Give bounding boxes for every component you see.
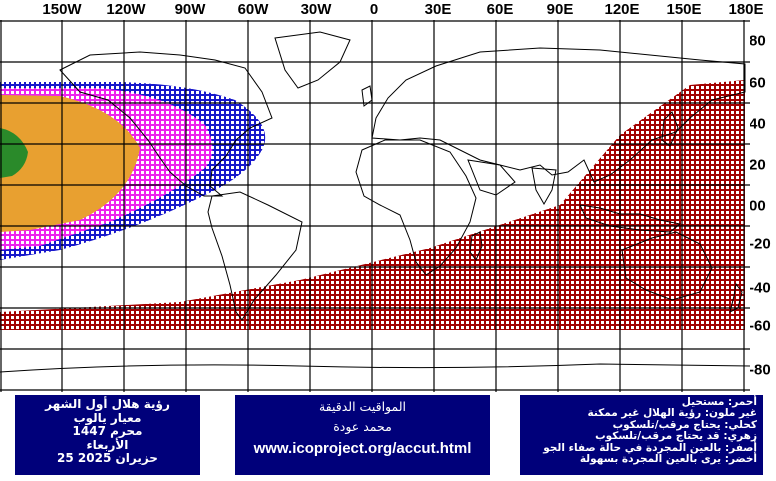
indonesia-outline: [579, 204, 682, 233]
info-hijri-month: محرم 1447: [72, 424, 143, 438]
lon-label-30e: 30E: [424, 1, 452, 18]
graticule: [0, 20, 750, 392]
lat-label-m40: -40: [749, 279, 771, 297]
continent-outlines: [0, 31, 750, 373]
info-box-credits: المواقيت الدقيقة محمد عودة www.icoprojec…: [235, 395, 490, 475]
new-zealand-outline: [729, 282, 743, 313]
legend-orange: أصفر: بالعين المجردة في حالة صفاء الجو: [543, 441, 757, 454]
lon-label-0: 0: [369, 1, 379, 18]
lat-label-m80: -80: [749, 361, 771, 379]
lat-label-80: 80: [749, 32, 766, 50]
lat-label-60: 60: [749, 74, 766, 92]
lat-label-40: 40: [749, 115, 766, 133]
legend-green: أخضر: يرى بالعين المجردة بسهولة: [579, 453, 757, 466]
lon-label-180e: 180E: [728, 1, 764, 18]
legend-red: أحمر: مستحيل: [681, 396, 757, 408]
lon-label-120e: 120E: [604, 1, 640, 18]
lon-label-30w: 30W: [300, 1, 332, 18]
greenland-outline: [274, 31, 351, 89]
eurasia-outline: [371, 47, 746, 183]
lat-label-m60: -60: [749, 317, 771, 335]
zone-green-naked-eye-easy: [0, 128, 28, 178]
legend-box: أحمر: مستحيل غير ملون: رؤية الهلال غير م…: [520, 395, 763, 475]
info-weekday: الأربعاء: [86, 437, 129, 452]
info-title: رؤية هلال أول الشهر: [45, 397, 170, 411]
info-box-visibility-details: رؤية هلال أول الشهر معيار يالوب محرم 144…: [15, 395, 200, 475]
lon-label-120w: 120W: [106, 1, 146, 18]
lon-label-60w: 60W: [237, 1, 269, 18]
info-gregorian-date: حزيران 2025 25: [57, 451, 158, 465]
lon-label-90w: 90W: [174, 1, 206, 18]
zone-orange-naked-eye-clear: [0, 95, 140, 232]
australia-outline: [621, 231, 713, 301]
lat-label-20: 20: [749, 156, 766, 174]
north-america-outline: [59, 51, 273, 197]
japan-outline: [661, 111, 679, 147]
lon-label-60e: 60E: [486, 1, 514, 18]
madagascar-outline: [469, 231, 483, 261]
antarctica-outline: [0, 363, 750, 373]
info-criterion: معيار يالوب: [73, 410, 142, 425]
world-map: [0, 20, 750, 392]
legend-blue: كحلي: يحتاج مرقب/تلسكوب: [612, 418, 757, 431]
lon-label-150e: 150E: [666, 1, 702, 18]
lon-label-90e: 90E: [546, 1, 574, 18]
website-link[interactable]: www.icoproject.org/accut.html: [253, 440, 472, 457]
lat-label-m20: -20: [749, 235, 771, 253]
lon-label-150w: 150W: [42, 1, 82, 18]
accurate-times-title: المواقيت الدقيقة: [318, 399, 407, 414]
india-outline: [531, 167, 557, 206]
author-name: محمد عودة: [333, 419, 392, 434]
africa-outline: [355, 139, 477, 276]
legend-uncolored: غير ملون: رؤية الهلال غير ممكنة: [587, 407, 757, 420]
legend-magenta: زهري: قد يحتاج مرقب/تلسكوب: [595, 430, 757, 443]
lat-label-00: 00: [749, 197, 766, 215]
